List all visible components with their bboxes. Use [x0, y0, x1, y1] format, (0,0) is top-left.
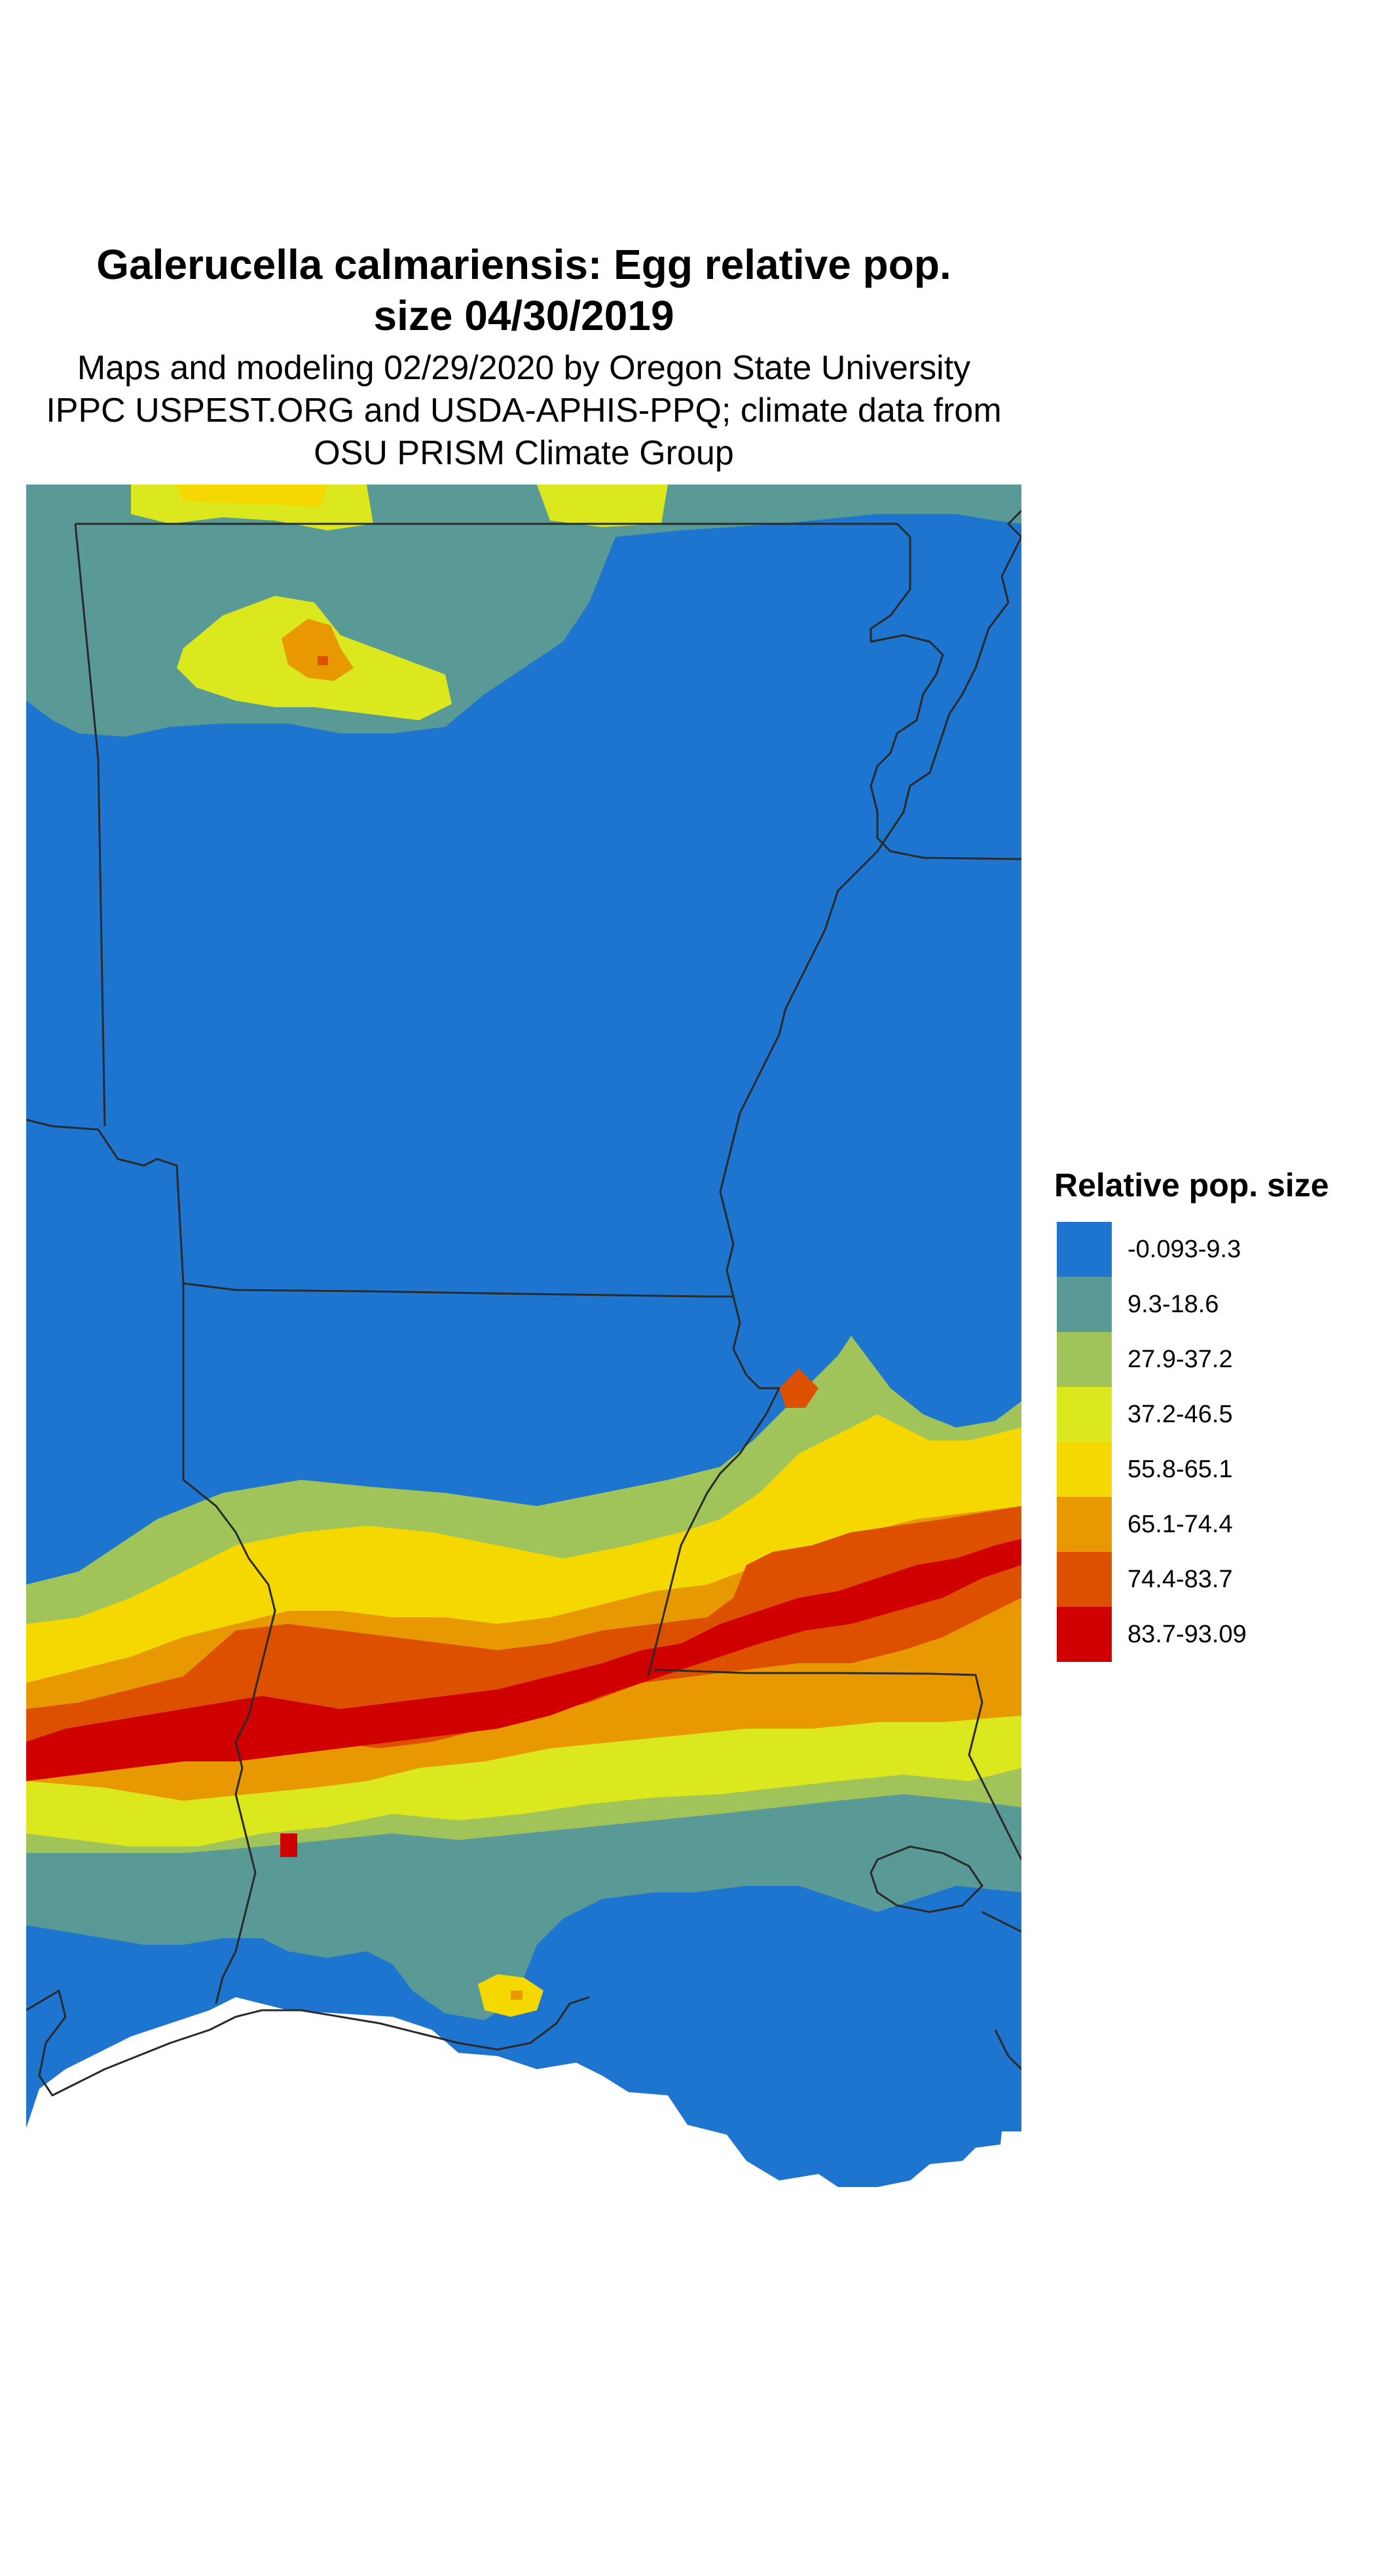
- map-title: Galerucella calmariensis: Egg relative p…: [0, 239, 1048, 341]
- map-zone-north-core: [282, 619, 354, 681]
- map-subtitle: Maps and modeling 02/29/2020 by Oregon S…: [0, 347, 1048, 475]
- legend-swatch: [1057, 1222, 1112, 1277]
- legend-label: 65.1-74.4: [1128, 1511, 1233, 1538]
- population-map: [26, 485, 1021, 2187]
- legend-item: 37.2-46.5: [1054, 1387, 1368, 1442]
- legend-item: 74.4-83.7: [1054, 1552, 1368, 1607]
- subtitle-line-1: Maps and modeling 02/29/2020 by Oregon S…: [77, 349, 971, 387]
- legend-title: Relative pop. size: [1054, 1167, 1329, 1204]
- legend-label: 55.8-65.1: [1128, 1456, 1233, 1483]
- legend-swatch: [1057, 1277, 1112, 1332]
- legend-swatch: [1057, 1442, 1112, 1497]
- state-boundaries: [26, 509, 1021, 2097]
- map-zone-south-lime: [26, 1716, 1021, 1847]
- legend-swatch: [1057, 1607, 1112, 1662]
- legend-item: 27.9-37.2: [1054, 1332, 1368, 1387]
- map-zone-south-core: [26, 1539, 1021, 1781]
- map-zone-coast-peak: [511, 1991, 522, 2000]
- title-line-1: Galerucella calmariensis: Egg relative p…: [96, 241, 951, 288]
- legend-label: 9.3-18.6: [1128, 1291, 1219, 1318]
- legend-swatch: [1057, 1497, 1112, 1552]
- map-zone-south-low-mid: [26, 1794, 1021, 2020]
- title-line-2: size 04/30/2019: [373, 292, 674, 339]
- map-zone-south-hot: [26, 1506, 1021, 1755]
- legend-label: 74.4-83.7: [1128, 1566, 1233, 1593]
- map-zone-north-top-2: [177, 485, 327, 507]
- legend-item: 55.8-65.1: [1054, 1442, 1368, 1497]
- gulf-water: [26, 2072, 812, 2187]
- map-zone-east-spot: [779, 1369, 818, 1408]
- legend-items: -0.093-9.3 9.3-18.6 27.9-37.2 37.2-46.5 …: [1054, 1222, 1368, 1662]
- subtitle-line-2: IPPC USPEST.ORG and USDA-APHIS-PPQ; clim…: [46, 392, 1002, 430]
- legend-label: 83.7-93.09: [1128, 1621, 1247, 1648]
- legend-item: 9.3-18.6: [1054, 1277, 1368, 1332]
- map-legend: Relative pop. size -0.093-9.3 9.3-18.6 2…: [1054, 1166, 1368, 1662]
- legend-swatch: [1057, 1332, 1112, 1387]
- legend-swatch: [1057, 1552, 1112, 1607]
- legend-label: 37.2-46.5: [1128, 1401, 1233, 1428]
- legend-label: -0.093-9.3: [1128, 1236, 1241, 1263]
- map-zone-south-spot: [280, 1833, 297, 1857]
- legend-item: -0.093-9.3: [1054, 1222, 1368, 1277]
- map-zone-north-peak: [318, 656, 328, 665]
- legend-swatch: [1057, 1387, 1112, 1442]
- legend-item: 83.7-93.09: [1054, 1607, 1368, 1662]
- map-zone-north-right: [537, 485, 668, 527]
- legend-label: 27.9-37.2: [1128, 1346, 1233, 1373]
- subtitle-line-3: OSU PRISM Climate Group: [314, 434, 734, 472]
- legend-item: 65.1-74.4: [1054, 1497, 1368, 1552]
